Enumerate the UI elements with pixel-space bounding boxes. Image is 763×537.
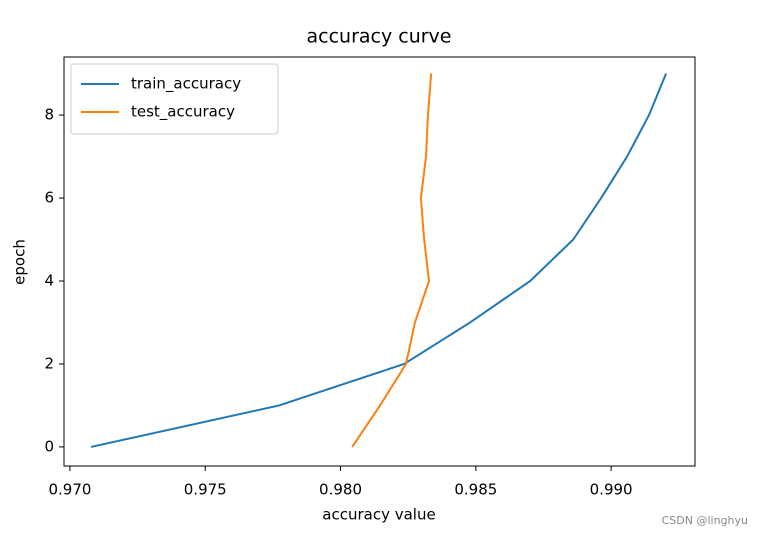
y-tick-label: 2 xyxy=(44,354,54,372)
x-tick-label: 0.970 xyxy=(48,481,91,499)
x-tick-label: 0.985 xyxy=(454,481,497,499)
x-tick-label: 0.990 xyxy=(590,481,633,499)
y-tick-label: 6 xyxy=(44,189,54,207)
data-line xyxy=(351,73,433,448)
y-axis-label: epoch xyxy=(11,239,29,285)
y-tick-label: 4 xyxy=(44,271,54,289)
y-tick-label: 8 xyxy=(44,106,54,124)
chart-title: accuracy curve xyxy=(307,26,452,48)
data-line xyxy=(90,73,667,448)
x-tick-label: 0.975 xyxy=(184,481,227,499)
legend-label: train_accuracy xyxy=(131,75,241,94)
legend-label: test_accuracy xyxy=(131,103,235,122)
plot-frame xyxy=(63,56,696,467)
watermark: CSDN @linghyu xyxy=(662,514,748,527)
x-axis-label: accuracy value xyxy=(322,506,435,524)
x-tick-label: 0.980 xyxy=(319,481,362,499)
legend-box xyxy=(70,63,279,135)
y-tick-label: 0 xyxy=(44,437,54,455)
